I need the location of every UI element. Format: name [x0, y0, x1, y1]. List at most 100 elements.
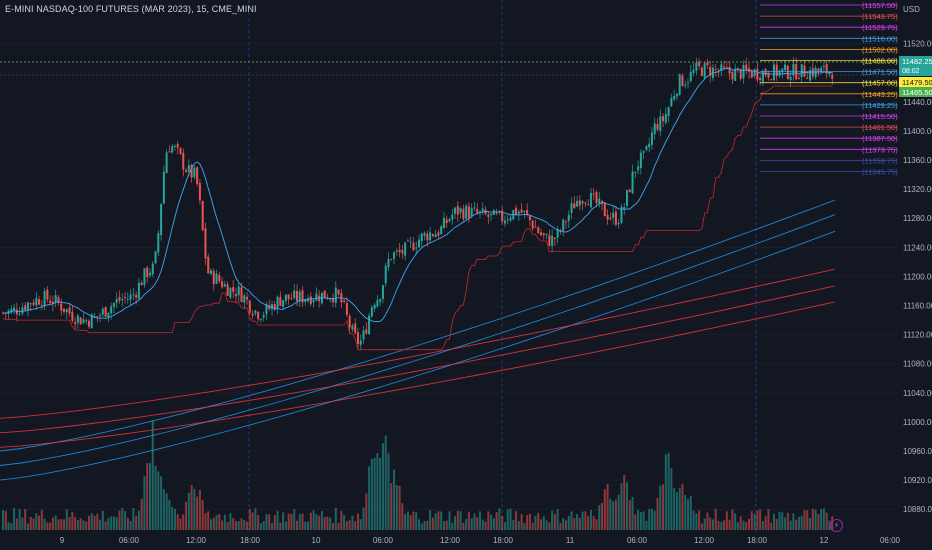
volume-bar: [351, 515, 354, 530]
price-axis-label: 11000.00: [903, 418, 932, 427]
volume-bar: [340, 510, 343, 530]
candle-body: [589, 192, 592, 208]
volume-bar: [612, 501, 615, 530]
currency-label: USD: [903, 5, 920, 14]
time-axis-label: 12:00: [186, 536, 207, 545]
volume-bar: [753, 513, 756, 530]
volume-bar: [226, 522, 229, 530]
volume-bar: [345, 521, 348, 530]
volume-bar: [454, 516, 457, 530]
candle-body: [129, 294, 132, 300]
volume-bar: [767, 509, 770, 530]
volume-bar: [573, 518, 576, 530]
candle-body: [598, 198, 601, 204]
volume-bar: [503, 522, 506, 530]
candle-body: [717, 71, 720, 73]
volume-bar: [756, 510, 759, 530]
candle-body: [659, 116, 662, 131]
volume-bar: [587, 515, 590, 530]
level-label: (11429.25): [862, 101, 898, 110]
volume-bar: [795, 519, 798, 530]
volume-bar: [323, 516, 326, 530]
volume-bar: [151, 420, 154, 530]
volume-bar: [381, 443, 384, 530]
candle-body: [168, 151, 171, 153]
candle-body: [262, 315, 265, 318]
volume-bar: [190, 484, 193, 530]
candle-body: [673, 95, 676, 100]
lightning-icon[interactable]: ⚡: [830, 519, 843, 532]
candle-body: [87, 320, 90, 327]
candle-body: [393, 252, 396, 259]
candle-body: [124, 296, 127, 298]
candle-body: [151, 263, 154, 275]
candle-body: [132, 294, 135, 296]
volume-bar: [695, 513, 698, 530]
candle-body: [370, 307, 373, 317]
candle-body: [295, 290, 298, 301]
volume-bar: [57, 519, 60, 530]
volume-bar: [110, 516, 113, 530]
candle-body: [282, 300, 285, 307]
band-line-0: [0, 199, 836, 452]
candle-body: [770, 79, 773, 81]
volume-bar: [556, 509, 559, 530]
level-label: (11359.75): [862, 156, 898, 165]
candle-body: [46, 289, 49, 300]
candle-body: [287, 294, 290, 300]
candle-body: [809, 70, 812, 81]
volume-bar: [437, 511, 440, 530]
volume-bar: [531, 522, 534, 530]
volume-bar: [592, 515, 595, 530]
volume-bar: [748, 518, 751, 530]
volume-bar: [781, 512, 784, 530]
volume-bar: [448, 511, 451, 530]
candle-body: [273, 304, 276, 310]
candle-body: [362, 330, 365, 340]
candle-body: [587, 204, 590, 206]
candle-body: [162, 171, 165, 204]
candle-body: [645, 146, 648, 150]
volume-bar: [124, 510, 127, 530]
volume-bar: [259, 523, 262, 530]
volume-bar: [484, 521, 487, 530]
candle-body: [32, 302, 35, 305]
price-axis-label: 11200.00: [903, 272, 932, 281]
candle-body: [467, 206, 470, 218]
candle-body: [709, 66, 712, 76]
volume-bar: [229, 513, 232, 530]
candle-body: [259, 318, 262, 320]
candle-body: [473, 207, 476, 209]
candle-body: [154, 251, 157, 264]
volume-bar: [553, 513, 556, 530]
candle-body: [376, 300, 379, 307]
candle-body: [753, 69, 756, 77]
candle-body: [501, 210, 504, 222]
volume-bar: [212, 517, 215, 530]
volume-bar: [559, 523, 562, 530]
volume-bar: [512, 519, 515, 530]
volume-bar: [706, 512, 709, 530]
volume-bar: [659, 485, 662, 530]
volume-bar: [15, 518, 18, 530]
candle-body: [736, 67, 739, 69]
volume-bar: [792, 513, 795, 530]
volume-bar: [65, 509, 68, 530]
symbol-title: E-MINI NASDAQ-100 FUTURES (MAR 2023), 15…: [5, 4, 257, 14]
candle-body: [251, 313, 254, 316]
candle-body: [118, 296, 121, 301]
volume-bar: [68, 517, 71, 530]
volume-bar: [187, 492, 190, 530]
volume-bar: [589, 509, 592, 530]
volume-bar: [742, 520, 745, 530]
candle-body: [234, 293, 237, 297]
candle-body: [562, 219, 565, 231]
candle-body: [348, 315, 351, 328]
price-axis-label: 11160.00: [903, 302, 932, 311]
candle-body: [401, 250, 404, 254]
volume-bar: [509, 508, 512, 530]
candle-body: [631, 171, 634, 194]
candle-body: [112, 302, 115, 307]
